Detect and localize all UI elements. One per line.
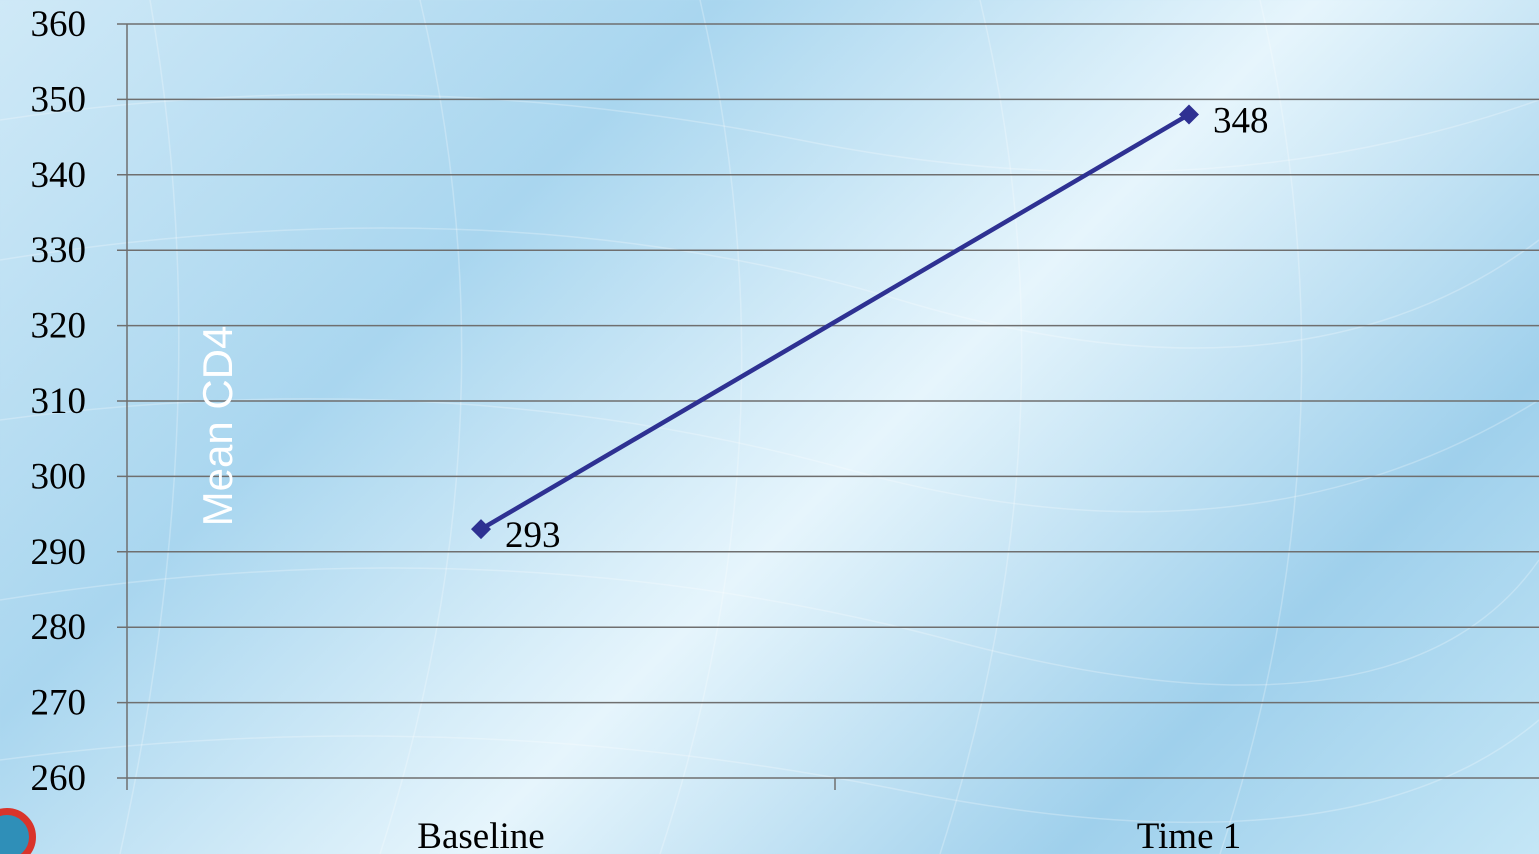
y-tick-label: 290 bbox=[31, 532, 87, 573]
y-axis-title: Mean CD4 bbox=[194, 326, 241, 527]
series-line bbox=[479, 112, 1191, 532]
data-label: 293 bbox=[505, 515, 561, 556]
x-tick-label: Time 1 bbox=[1137, 816, 1242, 854]
y-tick-label: 270 bbox=[31, 683, 87, 724]
y-tick-label: 350 bbox=[31, 79, 87, 120]
data-point-marker bbox=[1179, 104, 1199, 125]
y-tick-label: 330 bbox=[31, 230, 87, 271]
gridlines bbox=[117, 23, 1539, 704]
y-tick-label: 360 bbox=[31, 4, 87, 45]
axes bbox=[117, 24, 1539, 790]
data-point-marker bbox=[471, 519, 491, 540]
series bbox=[471, 104, 1199, 540]
y-axis-ticks: 260 270 280 290 300 310 320 330 340 350 360 bbox=[31, 4, 87, 799]
y-tick-label: 300 bbox=[31, 456, 87, 497]
x-axis-ticks: Baseline Time 1 bbox=[417, 816, 1241, 854]
y-tick-label: 280 bbox=[31, 607, 87, 648]
y-tick-label: 260 bbox=[31, 758, 87, 799]
y-tick-label: 310 bbox=[31, 381, 87, 422]
data-label: 348 bbox=[1213, 100, 1269, 141]
y-tick-label: 340 bbox=[31, 155, 87, 196]
y-tick-label: 320 bbox=[31, 306, 87, 347]
data-labels: 293 348 bbox=[505, 100, 1269, 556]
x-tick-label: Baseline bbox=[417, 816, 544, 854]
